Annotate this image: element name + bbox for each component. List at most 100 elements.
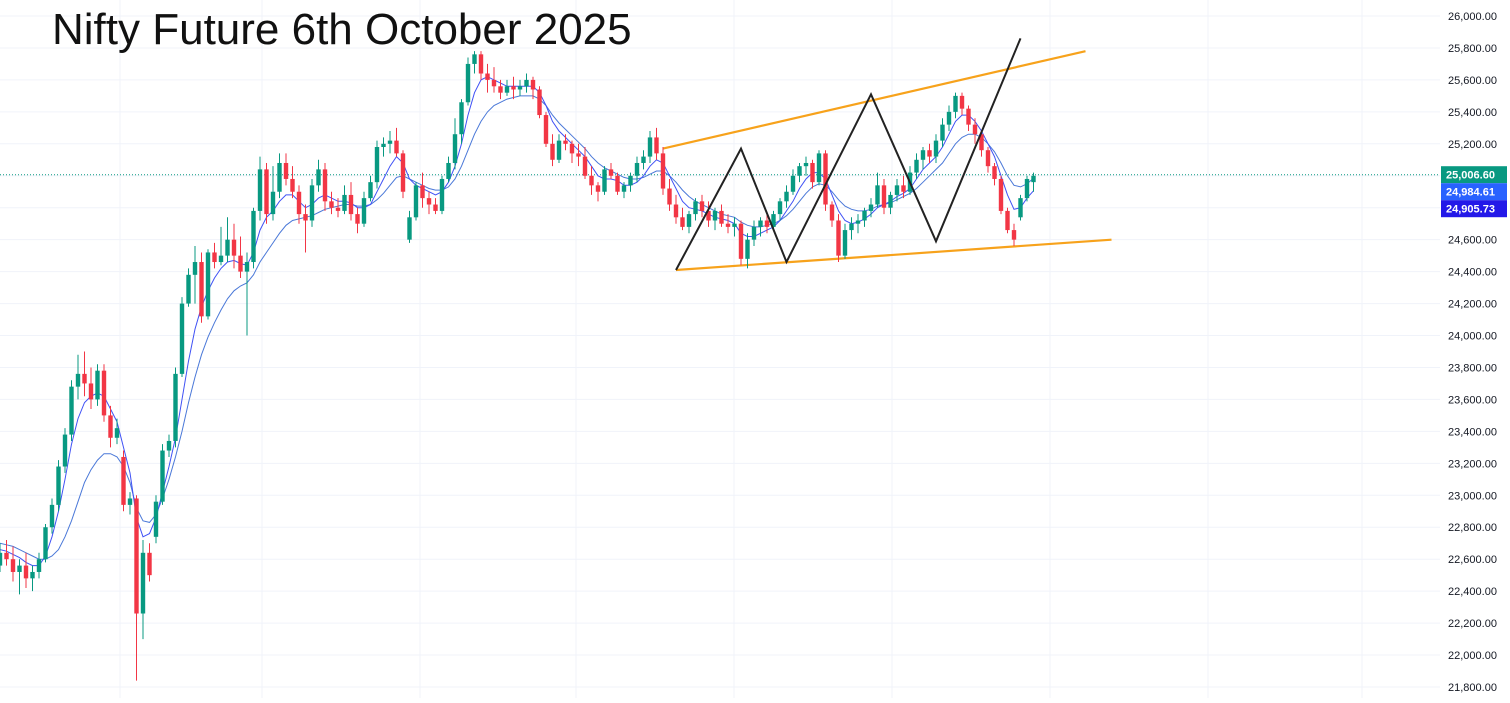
candle-body <box>199 262 204 317</box>
y-tick-label: 26,000.00 <box>1448 11 1497 23</box>
candle <box>218 226 224 266</box>
candle <box>550 134 555 167</box>
candle <box>504 79 510 96</box>
candle <box>816 150 822 186</box>
candle <box>563 134 568 151</box>
candle-body <box>842 230 848 256</box>
candle-body <box>998 178 1004 211</box>
candle-body <box>296 191 302 215</box>
candle-body <box>927 150 932 157</box>
candle-body <box>485 73 490 80</box>
y-tick-label: 23,800.00 <box>1448 362 1497 374</box>
y-tick-label: 25,200.00 <box>1448 139 1497 151</box>
candle-body <box>62 434 68 467</box>
y-tick-label: 25,400.00 <box>1448 107 1497 119</box>
y-tick-label: 24,000.00 <box>1448 331 1497 343</box>
candle <box>205 249 211 320</box>
candle <box>498 79 503 100</box>
candle-body <box>901 185 906 192</box>
candle-body <box>771 214 776 227</box>
candle <box>758 217 763 237</box>
candle-body <box>764 220 770 227</box>
candle-body <box>1031 175 1036 183</box>
candle <box>264 162 269 224</box>
candle-body <box>459 102 464 135</box>
candle-body <box>576 153 581 157</box>
channel-lines <box>662 50 1112 272</box>
candle <box>946 105 952 132</box>
candle <box>400 150 406 199</box>
candle <box>30 565 35 592</box>
candle <box>725 214 731 234</box>
candle <box>855 214 861 234</box>
candle-body <box>303 214 308 221</box>
candle <box>784 185 789 208</box>
candle-body <box>816 153 822 183</box>
y-tick-label: 24,600.00 <box>1448 235 1497 247</box>
candle <box>303 204 308 253</box>
candle-body <box>160 450 165 502</box>
candle-body <box>810 162 815 183</box>
candle <box>433 198 438 215</box>
candle <box>576 143 581 167</box>
candle <box>465 57 471 106</box>
candle <box>836 214 841 263</box>
candle <box>491 67 497 93</box>
candle <box>888 191 893 215</box>
candle <box>881 178 887 215</box>
candle <box>36 552 42 579</box>
candle-body <box>881 185 887 208</box>
candle <box>296 185 302 224</box>
candle <box>790 169 796 195</box>
candle <box>660 147 666 195</box>
candle <box>680 207 685 231</box>
candle-body <box>309 185 315 221</box>
candle-body <box>894 185 900 195</box>
candle <box>595 182 601 202</box>
candle-body <box>914 159 919 173</box>
candle <box>647 131 653 163</box>
candle <box>979 131 984 157</box>
candle-body <box>686 214 692 227</box>
candle-body <box>491 79 497 87</box>
candle-body <box>0 552 3 566</box>
candle <box>446 156 451 183</box>
candle <box>927 143 932 163</box>
candle-body <box>322 169 328 202</box>
candle-body <box>277 162 282 192</box>
candle-body <box>563 140 568 144</box>
candle-body <box>407 217 412 240</box>
candle <box>1024 175 1030 202</box>
candle <box>777 198 783 221</box>
candle-body <box>647 137 653 157</box>
candle-body <box>569 143 575 154</box>
candle-body <box>335 207 341 211</box>
candle-body <box>556 140 562 160</box>
candle <box>355 207 360 234</box>
candle-body <box>342 194 347 211</box>
grid <box>0 0 1440 698</box>
candle-body <box>790 175 796 192</box>
candle <box>823 150 828 211</box>
candle <box>238 236 243 279</box>
candle-body <box>504 86 510 93</box>
candle <box>862 207 867 227</box>
candle <box>413 182 419 221</box>
candle-body <box>56 466 61 505</box>
candle-body <box>595 185 601 192</box>
candle-body <box>875 185 880 205</box>
candle-body <box>433 204 438 211</box>
candle <box>62 428 68 473</box>
candle <box>420 172 425 208</box>
candle <box>82 351 87 397</box>
candle <box>56 460 61 512</box>
candle-body <box>777 201 783 215</box>
y-tick-label: 25,800.00 <box>1448 43 1497 55</box>
candle-body <box>992 166 997 179</box>
candle-body <box>17 565 22 572</box>
candle <box>901 175 906 199</box>
candle <box>634 156 640 183</box>
candle-body <box>946 111 952 125</box>
candle <box>212 242 217 269</box>
